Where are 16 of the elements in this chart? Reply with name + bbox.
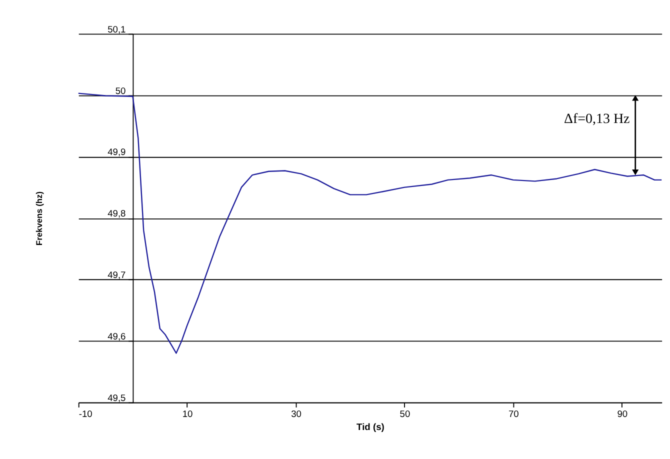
y-tick-label: 49,8 <box>108 208 126 219</box>
y-tick-label: 49,9 <box>108 147 126 158</box>
x-tick-label: 30 <box>291 408 302 419</box>
y-tick-label: 49,5 <box>108 392 126 403</box>
x-axis-title: Tid (s) <box>356 422 384 432</box>
x-tick-label: 50 <box>400 408 410 419</box>
x-tick-label: -10 <box>78 408 92 419</box>
x-tick-label: 10 <box>182 408 193 419</box>
y-tick-label: 49,7 <box>108 270 126 280</box>
annotation: Δf=0,13 Hz <box>564 112 630 128</box>
y-tick-label: 50,1 <box>108 24 126 34</box>
x-tick-label: 90 <box>617 408 628 419</box>
y-tick-label: 50 <box>115 86 126 96</box>
x-tick-label: 70 <box>508 408 519 419</box>
y-tick-label: 49,6 <box>108 332 126 342</box>
y-axis-title: Frekvens (hz) <box>34 191 44 246</box>
